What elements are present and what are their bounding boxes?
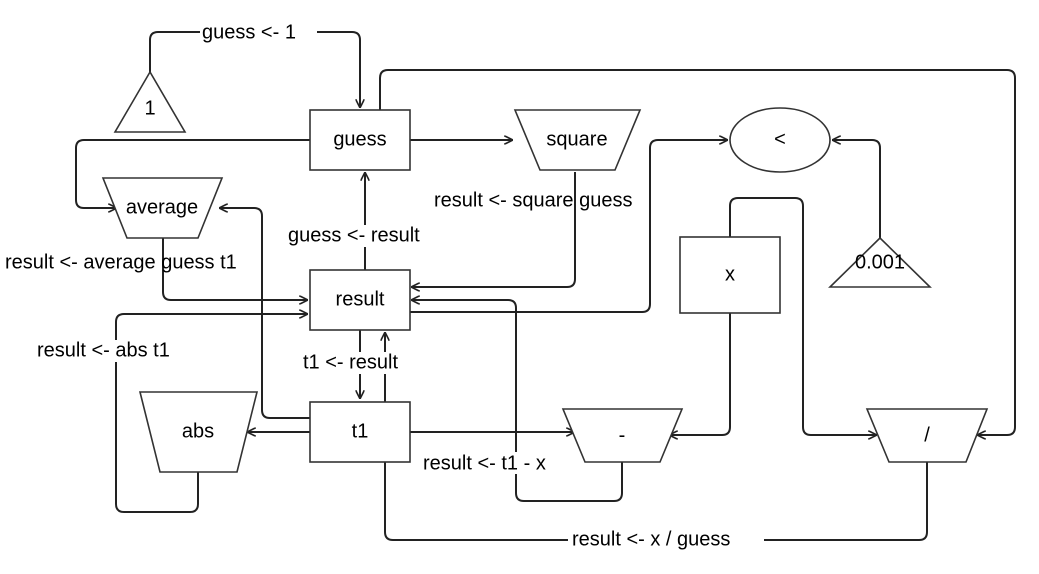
abs-label: abs <box>182 420 214 442</box>
edge-abs-result <box>115 314 307 513</box>
label-update-guess: guess <- result <box>288 224 420 246</box>
t1-label: t1 <box>352 420 369 442</box>
label-init-guess: guess <- 1 <box>202 21 296 43</box>
const-tolerance-label: 0.001 <box>855 251 905 273</box>
edge-average-result <box>162 238 307 300</box>
x-label: x <box>725 263 735 285</box>
node-const-one: 1 <box>113 70 187 133</box>
edge-minus-result <box>412 300 623 502</box>
divide-label: / <box>924 424 930 446</box>
less-than-label: < <box>774 128 786 150</box>
edge-x-minus <box>670 313 731 435</box>
edge-t1-average <box>220 208 310 419</box>
node-const-tolerance: 0.001 <box>828 236 932 288</box>
node-x: x <box>679 236 781 314</box>
label-average-guess: result <- average guess t1 <box>5 251 237 273</box>
label-subtract: result <- t1 - x <box>423 452 546 474</box>
edge-square-result <box>412 172 576 287</box>
node-guess: guess <box>309 109 411 171</box>
edge-result-lessthan <box>410 140 727 313</box>
result-label: result <box>336 288 385 310</box>
label-divide-x: result <- x / guess <box>572 528 730 550</box>
square-label: square <box>546 128 607 150</box>
node-less-than: < <box>729 107 831 173</box>
edge-x-divide <box>729 197 876 435</box>
node-square: square <box>513 109 642 171</box>
node-t1: t1 <box>309 401 411 463</box>
label-store-t1: t1 <- result <box>303 351 398 373</box>
minus-label: - <box>619 424 626 446</box>
edge-tolerance-lessthan <box>833 140 881 238</box>
label-abs-t1: result <- abs t1 <box>37 339 170 361</box>
node-average: average <box>101 177 224 239</box>
node-abs: abs <box>138 391 259 473</box>
average-label: average <box>126 196 198 218</box>
label-square-guess: result <- square guess <box>434 189 632 211</box>
edge-guess-average <box>75 139 310 208</box>
node-divide: / <box>865 408 989 463</box>
node-minus: - <box>561 408 684 463</box>
node-result: result <box>309 269 411 331</box>
edge-guess-divide <box>379 69 1016 435</box>
guess-label: guess <box>333 128 386 150</box>
const-one-label: 1 <box>144 97 155 119</box>
